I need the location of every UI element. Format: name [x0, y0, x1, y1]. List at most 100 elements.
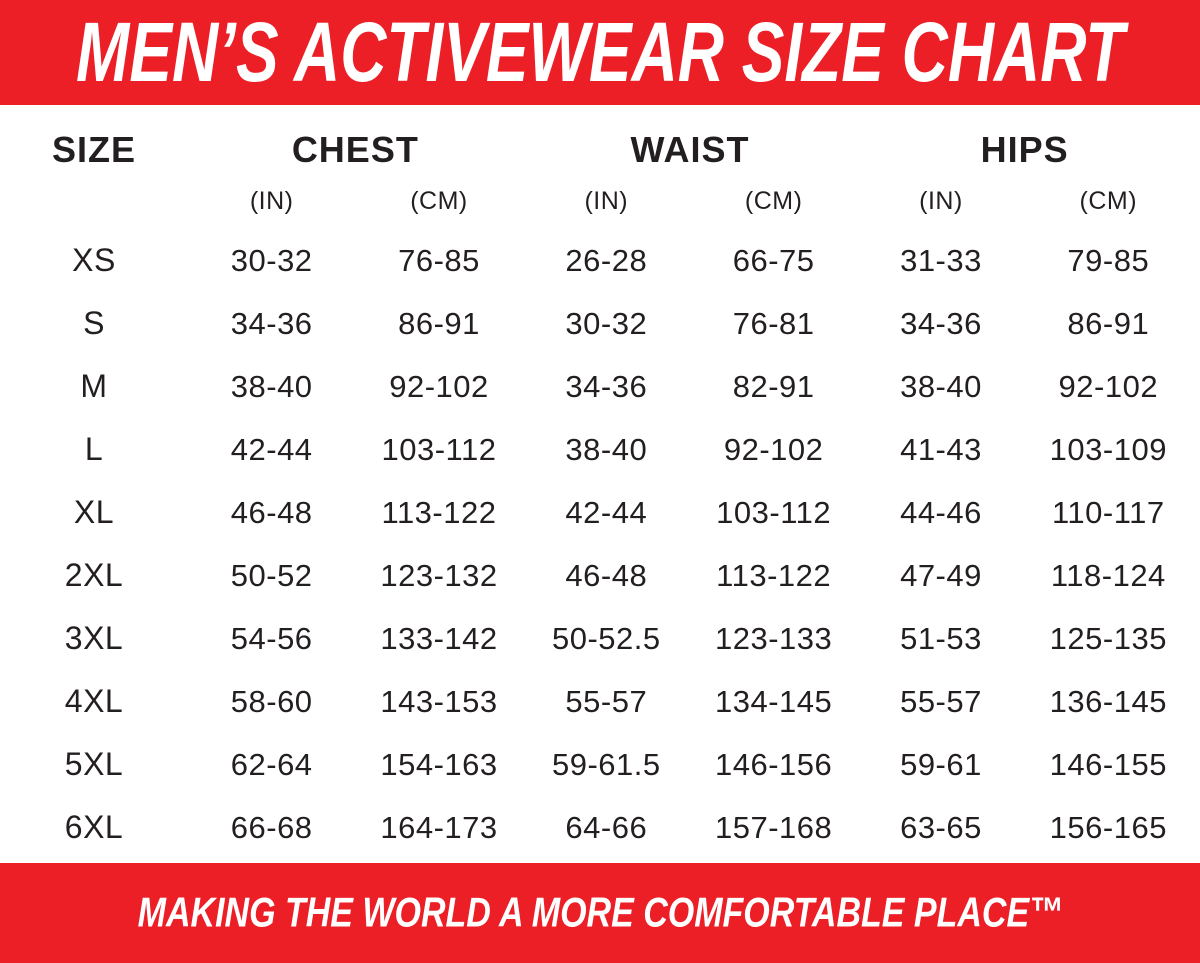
column-header-size: SIZE [51, 129, 136, 170]
waist-in-value: 55-57 [565, 683, 648, 719]
hips-cm-value: 110-117 [1051, 494, 1165, 530]
table-row: M 38-40 92-102 34-36 82-91 38-40 92-102 [0, 355, 1192, 418]
waist-in-value: 64-66 [565, 809, 648, 845]
table-row: 2XL 50-52 123-132 46-48 113-122 47-49 118-124 [0, 544, 1192, 607]
size-table: SIZE CHEST WAIST HIPS (IN) (CM) (IN) (CM… [0, 105, 1192, 859]
size-label: XL [73, 494, 115, 530]
chest-in-value: 54-56 [230, 620, 313, 656]
table-row: 6XL 66-68 164-173 64-66 157-168 63-65 156-165 [0, 796, 1192, 859]
column-header-waist: WAIST [630, 129, 750, 170]
chest-in-value: 58-60 [230, 683, 313, 719]
waist-cm-value: 146-156 [715, 746, 833, 782]
table-row: S 34-36 86-91 30-32 76-81 34-36 86-91 [0, 292, 1192, 355]
page-title: MEN’S ACTIVEWEAR SIZE CHART [75, 4, 1125, 100]
waist-cm-value: 134-145 [715, 683, 833, 719]
unit-header-spacer [0, 173, 188, 229]
chest-in-value: 30-32 [230, 242, 313, 278]
footer-tagline: MAKING THE WORLD A MORE COMFORTABLE PLAC… [137, 889, 1063, 936]
chest-cm-value: 76-85 [398, 242, 480, 278]
waist-in-value: 34-36 [565, 368, 648, 404]
waist-in-value: 30-32 [565, 305, 648, 341]
waist-cm-value: 103-112 [716, 494, 832, 530]
group-header-row: SIZE CHEST WAIST HIPS [0, 105, 1192, 173]
hips-in-value: 55-57 [900, 683, 982, 719]
unit-header-chest-in: (IN) [249, 186, 294, 215]
waist-cm-value: 157-168 [715, 809, 833, 845]
hips-in-value: 59-61 [900, 746, 982, 782]
chest-cm-value: 133-142 [380, 620, 498, 656]
table-row: L 42-44 103-112 38-40 92-102 41-43 103-109 [0, 418, 1192, 481]
waist-in-value: 46-48 [565, 557, 648, 593]
hips-in-value: 44-46 [900, 494, 982, 530]
chest-cm-value: 164-173 [380, 809, 498, 845]
chest-cm-value: 103-112 [381, 431, 497, 467]
hips-cm-value: 118-124 [1050, 557, 1166, 593]
hips-cm-value: 146-155 [1049, 746, 1167, 782]
hips-cm-value: 79-85 [1067, 242, 1150, 278]
waist-in-value: 50-52.5 [552, 620, 661, 656]
unit-header-row: (IN) (CM) (IN) (CM) (IN) (CM) [0, 173, 1192, 229]
waist-in-value: 59-61.5 [552, 746, 661, 782]
waist-cm-value: 113-122 [716, 557, 832, 593]
size-table-container: SIZE CHEST WAIST HIPS (IN) (CM) (IN) (CM… [0, 105, 1200, 863]
table-body: XS 30-32 76-85 26-28 66-75 31-33 79-85 S 34-36 86… [0, 229, 1192, 859]
unit-header-hips-cm: (CM) [1079, 186, 1138, 215]
waist-in-value: 26-28 [565, 242, 648, 278]
hips-in-value: 63-65 [900, 809, 982, 845]
unit-header-chest-cm: (CM) [410, 186, 468, 215]
waist-cm-value: 82-91 [732, 368, 815, 404]
waist-cm-value: 92-102 [723, 431, 824, 467]
hips-in-value: 31-33 [900, 242, 982, 278]
table-row: 4XL 58-60 143-153 55-57 134-145 55-57 136-145 [0, 670, 1192, 733]
header-banner: MEN’S ACTIVEWEAR SIZE CHART [0, 0, 1200, 105]
column-header-chest: CHEST [291, 129, 419, 170]
footer-banner: MAKING THE WORLD A MORE COMFORTABLE PLAC… [0, 863, 1200, 963]
hips-cm-value: 156-165 [1049, 809, 1167, 845]
waist-cm-value: 66-75 [732, 242, 815, 278]
size-label: S [83, 305, 105, 341]
chest-cm-value: 154-163 [380, 746, 498, 782]
table-row: 3XL 54-56 133-142 50-52.5 123-133 51-53 125-13… [0, 607, 1192, 670]
table-row: XL 46-48 113-122 42-44 103-112 44-46 110-117 [0, 481, 1192, 544]
waist-cm-value: 123-133 [715, 620, 833, 656]
table-row: XS 30-32 76-85 26-28 66-75 31-33 79-85 [0, 229, 1192, 292]
chest-in-value: 62-64 [230, 746, 313, 782]
chest-in-value: 38-40 [230, 368, 313, 404]
hips-in-value: 38-40 [900, 368, 982, 404]
hips-in-value: 51-53 [900, 620, 982, 656]
hips-cm-value: 86-91 [1067, 305, 1150, 341]
chest-in-value: 34-36 [230, 305, 313, 341]
hips-in-value: 34-36 [900, 305, 982, 341]
chest-in-value: 50-52 [230, 557, 313, 593]
chest-in-value: 46-48 [230, 494, 313, 530]
waist-in-value: 38-40 [565, 431, 648, 467]
hips-cm-value: 103-109 [1049, 431, 1167, 467]
size-label: 2XL [64, 557, 124, 593]
hips-cm-value: 136-145 [1049, 683, 1167, 719]
waist-cm-value: 76-81 [732, 305, 815, 341]
unit-header-waist-in: (IN) [584, 186, 629, 215]
size-label: L [84, 431, 104, 467]
chest-cm-value: 92-102 [389, 368, 489, 404]
table-header: SIZE CHEST WAIST HIPS (IN) (CM) (IN) (CM… [0, 105, 1192, 229]
size-label: 3XL [64, 620, 124, 656]
chest-cm-value: 143-153 [380, 683, 498, 719]
chest-in-value: 42-44 [230, 431, 313, 467]
hips-in-value: 41-43 [900, 431, 982, 467]
waist-in-value: 42-44 [565, 494, 648, 530]
hips-in-value: 47-49 [900, 557, 982, 593]
unit-header-hips-in: (IN) [919, 186, 963, 215]
table-row: 5XL 62-64 154-163 59-61.5 146-156 59-61 146-15… [0, 733, 1192, 796]
size-label: M [80, 368, 108, 404]
hips-cm-value: 125-135 [1049, 620, 1167, 656]
size-label: 4XL [64, 683, 124, 719]
size-label: 5XL [64, 746, 124, 782]
chest-cm-value: 86-91 [398, 305, 480, 341]
chest-cm-value: 113-122 [381, 494, 497, 530]
unit-header-waist-cm: (CM) [744, 186, 803, 215]
chest-cm-value: 123-132 [380, 557, 498, 593]
column-header-hips: HIPS [980, 129, 1069, 170]
chest-in-value: 66-68 [230, 809, 313, 845]
size-label: XS [72, 242, 116, 278]
